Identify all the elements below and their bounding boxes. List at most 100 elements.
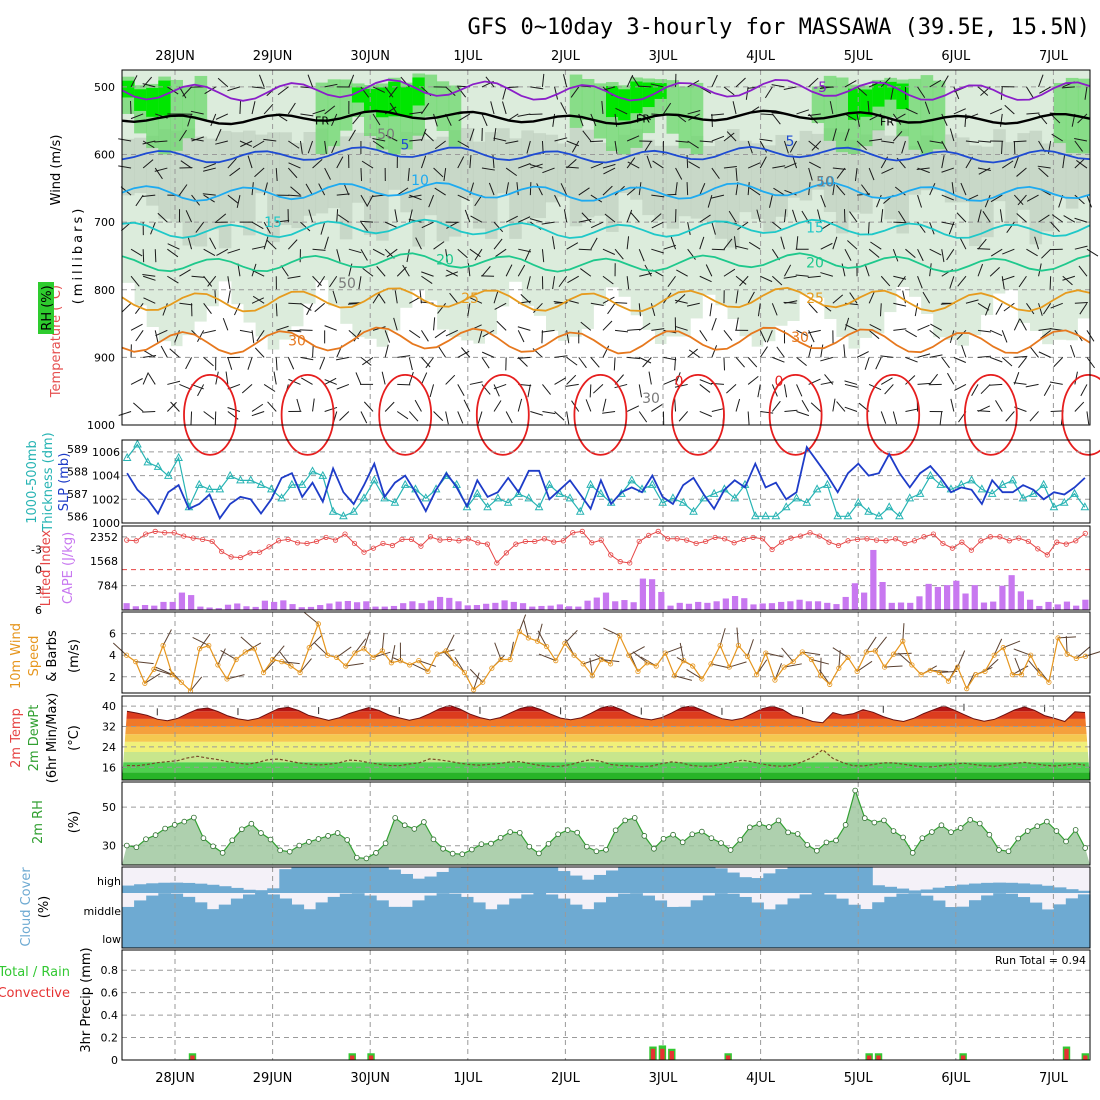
lifted-index-point (266, 544, 272, 550)
wind-barb (723, 357, 726, 371)
wind-barb (419, 290, 422, 304)
wind-barb (699, 214, 711, 223)
wind-barb (675, 167, 683, 180)
thickness-point (143, 457, 153, 466)
rh-gridlines (122, 782, 1090, 865)
cape-bar (888, 602, 895, 610)
cloud-cell-high (678, 867, 692, 893)
wind-barb (469, 248, 481, 258)
wind-barb (493, 137, 507, 142)
rh-point (325, 833, 331, 839)
thickness-point (390, 497, 400, 506)
lifted-index-point (835, 542, 842, 549)
top-date-label: 5JUL (844, 49, 874, 64)
wind-barb (589, 140, 603, 143)
thickness-point (380, 493, 389, 502)
wind-barb (361, 160, 374, 169)
thickness-point (648, 479, 657, 488)
wind-barb (372, 651, 391, 658)
wind-barb (836, 184, 846, 196)
wind-barb (977, 209, 982, 223)
lifted-index-point (1016, 535, 1022, 541)
cloud-cell-high (714, 868, 728, 893)
wind-barb (735, 357, 745, 368)
wind-barb (505, 411, 513, 424)
thickness-point (339, 511, 348, 520)
wind-barb (726, 384, 737, 394)
tick-label: 0 (35, 564, 42, 577)
wind-barb (190, 110, 204, 115)
rh-mid-cell (932, 144, 946, 191)
wind-barb (902, 623, 905, 642)
wind-barb (493, 128, 497, 142)
temperature-contour (121, 109, 1091, 126)
cloud-cell-low (896, 922, 910, 948)
wind-barb (735, 245, 749, 250)
wind-barb (1016, 213, 1027, 223)
wind-barb (384, 344, 389, 358)
top-date-label: 7JUL (1039, 49, 1069, 64)
wind-barb (220, 650, 237, 660)
lifted-index-point (598, 537, 604, 543)
wind-barb (665, 646, 683, 654)
rh-saturated-cell (412, 77, 425, 106)
cloud-cell-middle (618, 893, 631, 922)
wind-barb (429, 384, 435, 398)
run-total: Run Total = 0.94 (995, 954, 1086, 967)
lifted-index-point (703, 538, 709, 545)
wind-speed-point (142, 680, 148, 686)
precip-convective-bar (1083, 1055, 1088, 1060)
wind-barb (529, 164, 543, 169)
cloud-cell-middle (364, 895, 377, 922)
tick-label: 1000 (92, 517, 120, 530)
thickness-point (627, 475, 637, 484)
cloud-cell-high (230, 887, 244, 893)
wind-barb (187, 236, 193, 250)
rh-dry-cell (993, 293, 1006, 425)
rh-point (967, 817, 973, 823)
wind-barb (203, 163, 217, 169)
temp-band (122, 705, 1090, 712)
bottom-date-axis: 28JUN 29JUN 30JUN 1JUL 2JUL 3JUL 4JUL 5JUL 6JUL 7… (155, 1071, 1068, 1086)
cloud-cell-middle (170, 893, 184, 922)
wind-barb (518, 614, 527, 632)
wind-barb (892, 411, 898, 425)
wind-barb (541, 73, 545, 87)
cloud-cell-high (400, 873, 413, 893)
temperature-contour (121, 252, 1091, 273)
wind-barb (977, 410, 991, 412)
wind-barb (505, 140, 519, 144)
thickness-point (575, 506, 585, 515)
rh-saturated-cell (848, 88, 861, 120)
cloud-cell-high (327, 867, 341, 893)
lifted-index-point (997, 534, 1003, 540)
rh-point (210, 843, 216, 850)
cape-bar (501, 600, 508, 610)
wind-barb (880, 411, 887, 424)
tick-label: 1004 (92, 470, 120, 483)
wind-barb (796, 356, 807, 367)
wind-speed-point (872, 648, 878, 654)
cloud-cell-low (170, 922, 184, 948)
wind-barb (989, 329, 1003, 337)
cloud-cell-low (146, 922, 159, 948)
wind-barb (428, 194, 435, 208)
cloud-cell-high (146, 883, 159, 893)
wind-barb (820, 272, 833, 277)
rh-mid-cell (303, 132, 317, 216)
wind-barb (287, 357, 295, 370)
precip-convective-bar (876, 1055, 881, 1060)
wind-barb (299, 658, 312, 673)
wind-barb (252, 270, 265, 277)
lifted-index-point (608, 552, 614, 558)
wind-barb (457, 194, 470, 201)
wind-barb (674, 299, 688, 304)
wind-barb (191, 275, 205, 278)
thickness-point (977, 484, 987, 493)
wind-barb (977, 302, 990, 311)
wind-barb (191, 136, 205, 142)
cloud-cell-low (255, 922, 268, 948)
thickness-point (236, 475, 245, 484)
wind-speed-point (507, 656, 513, 663)
contour-label: -5 (813, 80, 827, 96)
